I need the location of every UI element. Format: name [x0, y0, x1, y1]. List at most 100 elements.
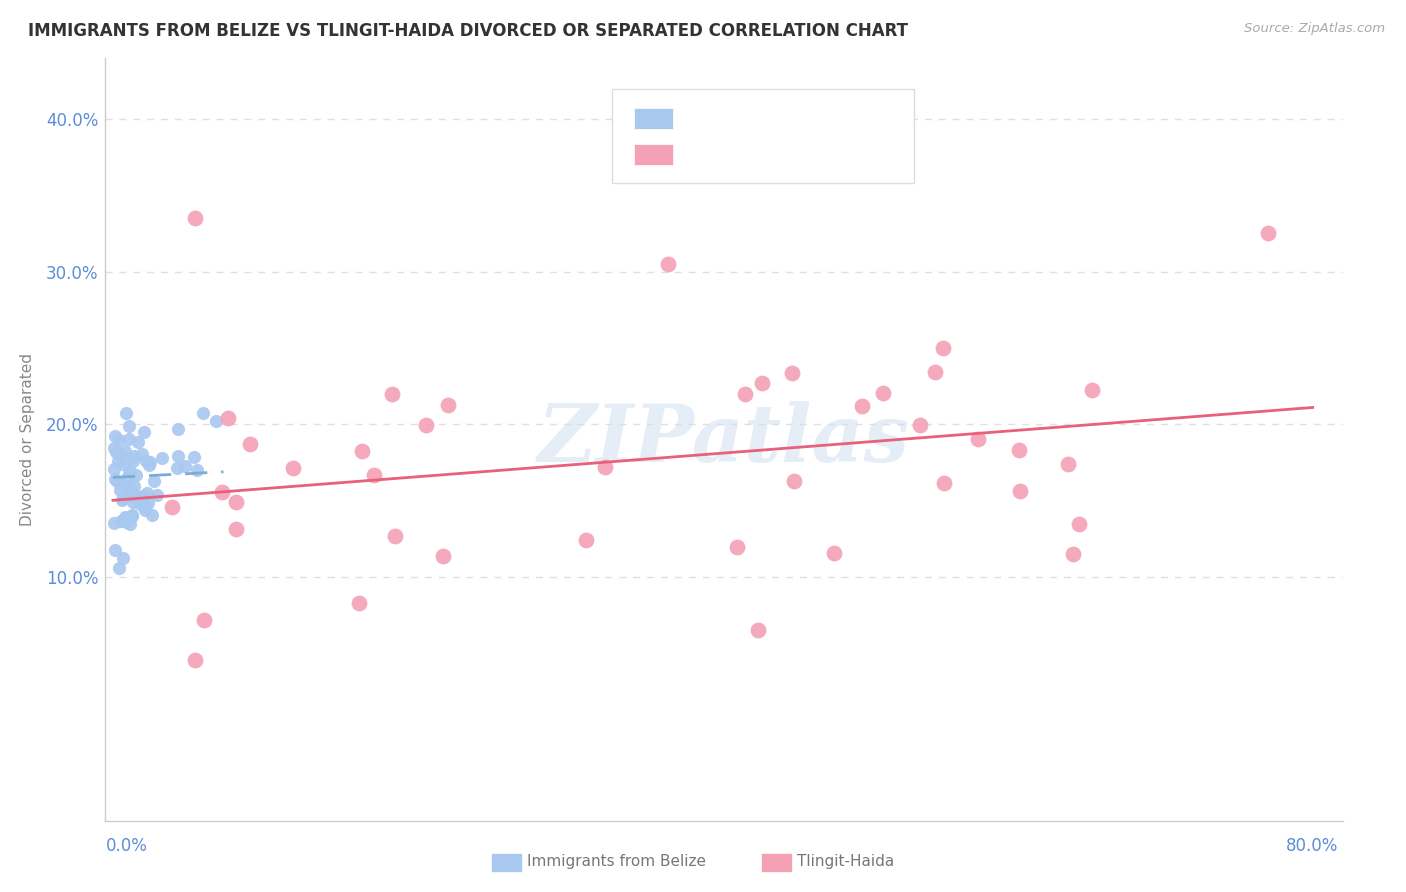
Point [117, 479, 139, 493]
Y-axis label: Divorced or Separated: Divorced or Separated [20, 353, 35, 525]
Point [120, 516, 142, 531]
Point [136, 496, 159, 510]
Point [111, 491, 134, 505]
Point [183, 450, 205, 464]
Point [193, 406, 215, 420]
Point [117, 483, 139, 498]
Point [657, 257, 679, 271]
Point [108, 433, 131, 447]
Point [107, 454, 129, 468]
Point [114, 458, 136, 472]
Point [1008, 484, 1031, 499]
Point [751, 376, 773, 390]
Point [725, 540, 748, 554]
Point [967, 432, 990, 446]
Text: Source: ZipAtlas.com: Source: ZipAtlas.com [1244, 22, 1385, 36]
Point [122, 454, 145, 468]
Point [131, 447, 153, 461]
Point [103, 462, 125, 476]
Point [104, 472, 127, 486]
Text: R =  0.060: R = 0.060 [683, 110, 779, 128]
Point [132, 489, 155, 503]
Point [160, 500, 183, 515]
Point [104, 543, 127, 558]
Point [782, 474, 804, 488]
Point [1062, 547, 1084, 561]
Point [139, 455, 162, 469]
Point [124, 450, 146, 464]
Point [110, 514, 132, 528]
Point [117, 488, 139, 502]
Point [166, 461, 188, 475]
Point [924, 365, 946, 379]
Point [184, 653, 207, 667]
Point [135, 454, 157, 468]
Point [127, 435, 149, 450]
Point [910, 417, 932, 432]
Point [747, 623, 769, 637]
Point [122, 488, 145, 502]
Point [125, 468, 148, 483]
Point [115, 515, 138, 529]
Point [931, 341, 953, 355]
Point [437, 398, 460, 412]
Point [415, 417, 437, 432]
Point [352, 443, 374, 458]
Text: Immigrants from Belize: Immigrants from Belize [527, 855, 706, 869]
Text: R =  0.378: R = 0.378 [683, 145, 780, 163]
Point [108, 561, 131, 575]
Point [134, 503, 156, 517]
Point [127, 490, 149, 504]
Point [1257, 227, 1279, 241]
Point [1057, 457, 1080, 471]
Point [132, 425, 155, 439]
Point [138, 458, 160, 472]
Point [121, 509, 143, 524]
Point [595, 460, 617, 475]
Point [734, 386, 756, 401]
Point [1081, 383, 1104, 397]
Point [103, 442, 125, 456]
Point [225, 522, 247, 536]
Text: N = 42: N = 42 [834, 145, 896, 163]
Point [112, 550, 135, 565]
Point [121, 508, 143, 523]
Text: ZIPatlas: ZIPatlas [538, 401, 910, 478]
Point [150, 451, 173, 466]
Point [225, 495, 247, 509]
Text: 80.0%: 80.0% [1286, 837, 1339, 855]
Point [281, 460, 304, 475]
Point [104, 429, 127, 443]
Text: Tlingit-Haida: Tlingit-Haida [797, 855, 894, 869]
Point [872, 385, 894, 400]
Point [205, 414, 228, 428]
Point [108, 476, 131, 491]
Point [575, 533, 598, 547]
Point [166, 450, 188, 464]
Point [186, 463, 208, 477]
Point [193, 613, 215, 627]
Point [1069, 517, 1091, 532]
Point [363, 468, 385, 483]
Point [117, 511, 139, 525]
Point [122, 479, 145, 493]
Point [118, 432, 141, 446]
Point [239, 437, 262, 451]
Text: IMMIGRANTS FROM BELIZE VS TLINGIT-HAIDA DIVORCED OR SEPARATED CORRELATION CHART: IMMIGRANTS FROM BELIZE VS TLINGIT-HAIDA … [28, 22, 908, 40]
Point [120, 487, 142, 501]
Point [1008, 442, 1031, 457]
Text: 0.0%: 0.0% [105, 837, 148, 855]
Point [111, 492, 134, 507]
Point [432, 549, 454, 563]
Point [823, 546, 845, 560]
Point [132, 500, 155, 514]
Point [129, 497, 152, 511]
Point [174, 458, 197, 473]
Point [122, 495, 145, 509]
Point [851, 399, 873, 413]
Point [103, 516, 125, 531]
Point [118, 419, 141, 434]
Point [142, 474, 165, 488]
Point [347, 596, 370, 610]
Point [217, 410, 239, 425]
